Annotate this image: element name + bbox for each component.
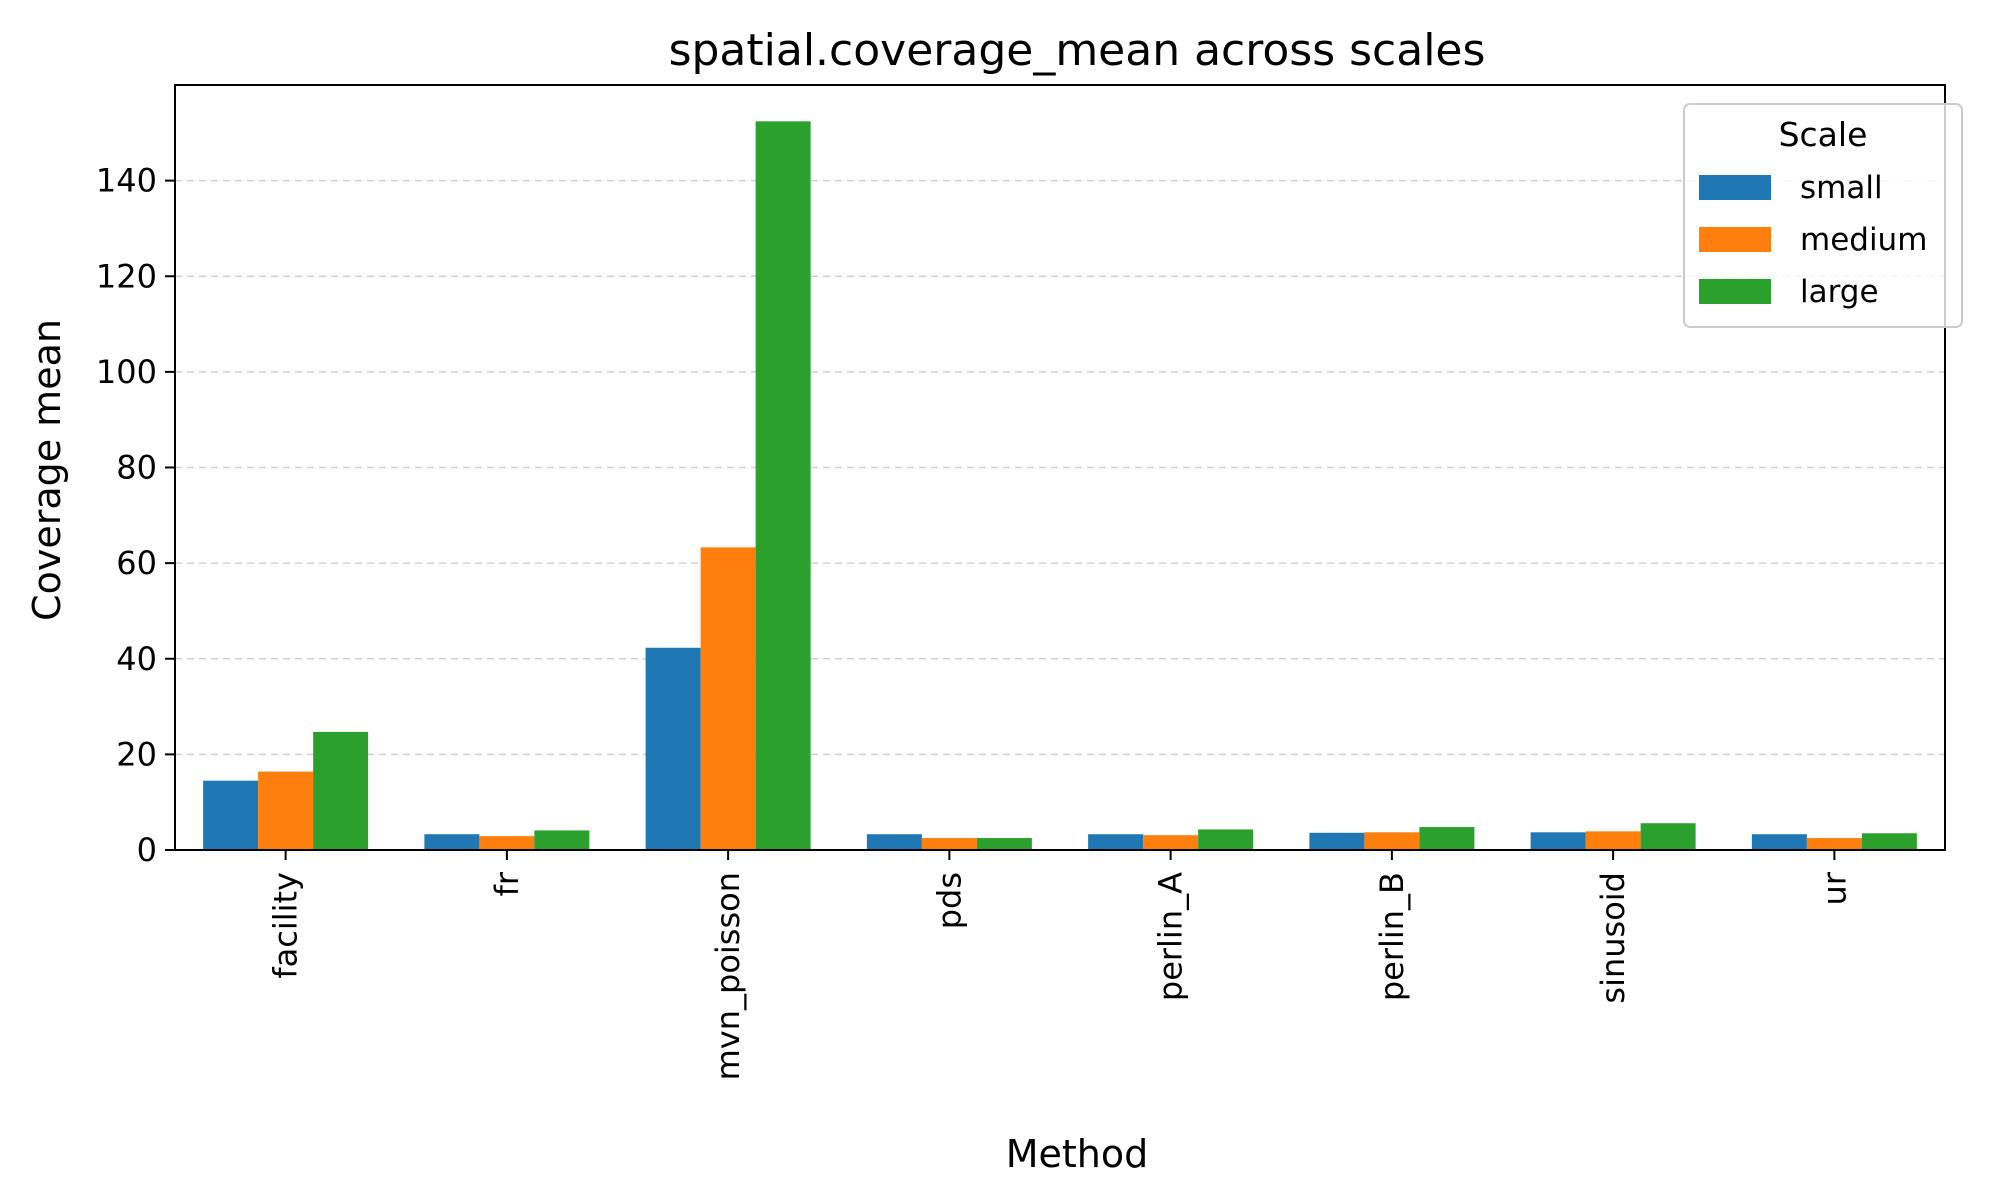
- y-tick-label: 40: [116, 640, 157, 678]
- legend-label-small: small: [1800, 170, 1883, 206]
- y-tick-label: 120: [96, 257, 157, 295]
- bar-large-fr: [534, 830, 590, 850]
- bar-large-mvn_poisson: [755, 121, 811, 850]
- y-gridlines: [175, 179, 1945, 756]
- x-tick-label: fr: [488, 871, 526, 896]
- x-axis-ticks: facility fr mvn_poisson pds perlin_A perlin_B…: [267, 850, 1853, 1080]
- bar-small-perlin_A: [1088, 834, 1144, 850]
- bar-small-sinusoid: [1530, 832, 1586, 850]
- bar-medium-sinusoid: [1585, 831, 1641, 850]
- bar-medium-ur: [1806, 838, 1862, 850]
- legend-swatch-medium: [1699, 227, 1771, 252]
- chart-title: spatial.coverage_mean across scales: [669, 25, 1486, 76]
- bar-medium-mvn_poisson: [700, 547, 756, 850]
- y-tick-label: 80: [116, 449, 157, 487]
- x-tick-label: facility: [267, 872, 305, 979]
- x-tick-label: perlin_A: [1152, 872, 1190, 1001]
- x-tick-label: ur: [1815, 871, 1853, 905]
- bar-small-perlin_B: [1309, 832, 1365, 850]
- legend-label-large: large: [1800, 274, 1879, 310]
- x-tick-label: sinusoid: [1594, 872, 1632, 1004]
- y-tick-label: 0: [137, 831, 157, 869]
- y-axis-label: Coverage mean: [25, 319, 69, 621]
- bar-large-facility: [313, 731, 369, 850]
- legend-swatch-large: [1699, 279, 1771, 304]
- legend-box: [1683, 103, 1963, 328]
- bar-medium-perlin_A: [1143, 835, 1199, 850]
- bar-small-mvn_poisson: [645, 647, 701, 850]
- bar-large-perlin_B: [1419, 827, 1475, 850]
- legend-swatch-small: [1699, 175, 1771, 200]
- legend: Scale small medium large: [1683, 103, 1963, 328]
- bar-small-facility: [203, 780, 259, 850]
- bar-medium-perlin_B: [1364, 832, 1420, 850]
- bar-large-pds: [976, 838, 1032, 850]
- bar-small-ur: [1751, 834, 1807, 850]
- bar-medium-fr: [479, 836, 535, 850]
- bar-large-sinusoid: [1640, 823, 1696, 850]
- x-tick-label: mvn_poisson: [709, 872, 747, 1080]
- x-tick-label: perlin_B: [1373, 872, 1411, 1001]
- y-tick-label: 100: [96, 353, 157, 391]
- x-tick-label: pds: [930, 872, 968, 929]
- bar-small-fr: [424, 834, 480, 850]
- bar-medium-facility: [258, 771, 314, 850]
- x-axis-label: Method: [1006, 1132, 1149, 1176]
- legend-label-medium: medium: [1800, 222, 1927, 258]
- y-tick-label: 140: [96, 162, 157, 200]
- bars: [203, 121, 1917, 850]
- bar-large-ur: [1861, 833, 1917, 850]
- bar-medium-pds: [921, 838, 977, 850]
- bar-large-perlin_A: [1198, 829, 1254, 850]
- legend-title: Scale: [1779, 115, 1868, 154]
- y-tick-label: 60: [116, 544, 157, 582]
- y-axis-ticks: 0 20 40 60 80 100 120 140: [96, 162, 175, 869]
- y-tick-label: 20: [116, 735, 157, 773]
- bar-small-pds: [866, 834, 922, 850]
